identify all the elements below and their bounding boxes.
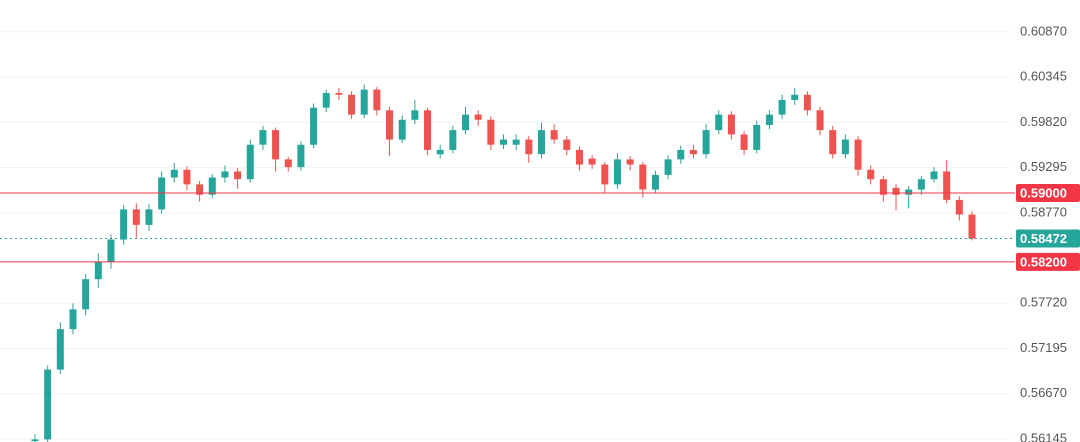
candle-body <box>120 209 128 240</box>
candle-body <box>854 139 862 170</box>
candle-body <box>234 171 242 180</box>
candle-body <box>284 159 292 168</box>
candle-body <box>664 159 672 175</box>
candle-body <box>968 214 976 239</box>
candle-body <box>487 119 495 145</box>
candle-body <box>689 149 697 155</box>
price-label: 0.58200 <box>1020 254 1067 269</box>
candle-body <box>601 164 609 185</box>
candle-body <box>411 110 419 120</box>
candle-body <box>386 110 394 140</box>
candle-body <box>537 130 545 155</box>
candle-body <box>449 130 457 150</box>
y-tick-label: 0.58770 <box>1020 204 1067 219</box>
candle-body <box>272 130 280 160</box>
candle-body <box>259 130 267 145</box>
candle-body <box>69 309 77 330</box>
candle-body <box>525 139 533 155</box>
candle-body <box>563 139 571 150</box>
candle-body <box>905 189 913 195</box>
candle-body <box>639 164 647 190</box>
candle-body <box>208 177 216 195</box>
candle-body <box>955 199 963 215</box>
candle-body <box>132 209 140 225</box>
candle-body <box>94 261 102 280</box>
candle-body <box>44 369 52 440</box>
candle-body <box>31 439 39 442</box>
price-label: 0.58472 <box>1020 231 1067 246</box>
candle-body <box>765 114 773 125</box>
candle-body <box>778 99 786 115</box>
candle-body <box>740 134 748 150</box>
candle-body <box>892 187 900 195</box>
candle-body <box>398 119 406 140</box>
y-tick-label: 0.59820 <box>1020 114 1067 129</box>
price-label-box <box>1016 229 1080 248</box>
y-tick-label: 0.59295 <box>1020 159 1067 174</box>
candle-body <box>816 110 824 131</box>
candle-body <box>107 239 115 262</box>
candle-body <box>791 94 799 100</box>
candle-body <box>297 144 305 168</box>
y-tick-label: 0.60870 <box>1020 23 1067 38</box>
candle-body <box>424 110 432 150</box>
candle-body <box>183 169 191 185</box>
candle-body <box>322 93 330 108</box>
candle-body <box>879 179 887 195</box>
candle-body <box>335 93 343 95</box>
candle-body <box>715 114 723 131</box>
candle-body <box>512 139 520 145</box>
candle-body <box>56 329 64 370</box>
candle-body <box>221 171 229 178</box>
y-tick-label: 0.56670 <box>1020 385 1067 400</box>
candle-body <box>803 94 811 111</box>
candle-body <box>550 130 558 140</box>
candle-body <box>588 158 596 165</box>
price-label-box <box>1016 183 1080 202</box>
candle-body <box>500 139 507 145</box>
candle-body <box>613 159 621 185</box>
candle-body <box>575 149 583 165</box>
candle-body <box>841 139 849 155</box>
price-label-box <box>1016 252 1080 271</box>
candle-body <box>170 169 178 178</box>
candle-body <box>462 114 470 131</box>
candle-body <box>82 279 90 310</box>
candle-body <box>626 159 634 165</box>
y-tick-label: 0.56145 <box>1020 430 1067 442</box>
candle-body <box>348 94 356 115</box>
candle-body <box>917 179 925 190</box>
candle-body <box>310 107 318 145</box>
y-tick-label: 0.57720 <box>1020 295 1067 310</box>
candle-body <box>474 114 482 120</box>
candle-body <box>677 149 685 160</box>
candle-body <box>753 124 761 150</box>
candle-body <box>436 149 444 155</box>
candle-body <box>727 114 735 135</box>
y-tick-label: 0.60345 <box>1020 69 1067 84</box>
candle-body <box>145 209 153 225</box>
candle-body <box>943 171 951 200</box>
candle-body <box>829 130 837 155</box>
candle-body <box>373 89 381 111</box>
candle-body <box>867 169 875 180</box>
price-label: 0.59000 <box>1020 185 1067 200</box>
candle-body <box>360 89 368 115</box>
candle-body <box>196 184 204 195</box>
candle-body <box>246 144 254 180</box>
candle-body <box>651 174 659 190</box>
candle-body <box>930 171 938 180</box>
y-tick-label: 0.57195 <box>1020 340 1067 355</box>
candle-body <box>702 130 710 155</box>
